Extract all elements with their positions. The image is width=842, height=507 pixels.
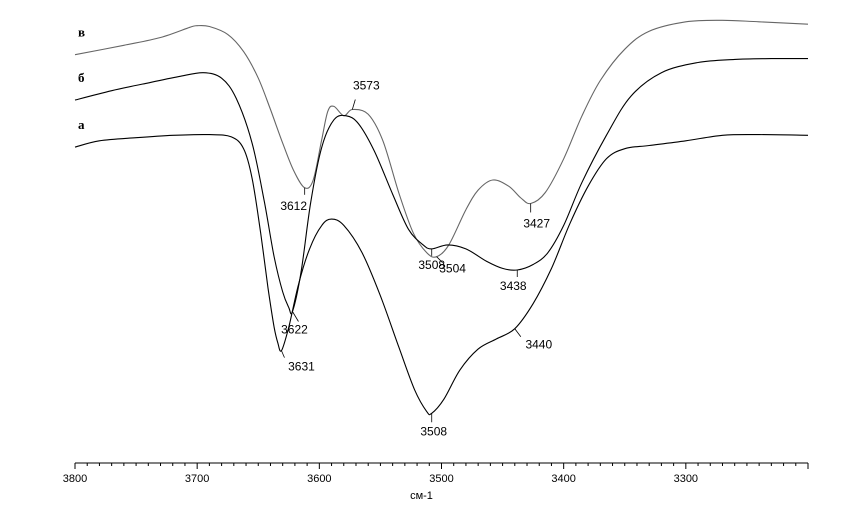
- x-axis: 3800 3700 3600 3500 3400 3300: [63, 462, 809, 485]
- x-tick-label: 3600: [307, 473, 331, 485]
- peak-label: 3612: [280, 199, 307, 213]
- series-1: б 3622 3508 3438: [74, 58, 809, 336]
- peak-label: 3573: [353, 79, 380, 93]
- x-tick-label: 3500: [429, 473, 453, 485]
- peak-label: 3427: [523, 216, 550, 230]
- peak-label: 3504: [439, 262, 466, 276]
- series-line: [74, 58, 809, 315]
- peak-label: 3622: [281, 322, 308, 336]
- peak-label: 3508: [420, 424, 447, 438]
- series-0: в 3612 3573 3504 3427: [74, 19, 809, 276]
- series-layer: в 3612 3573 3504 3427 б 3622 3508 3438 а 3631 3508 3…: [74, 19, 809, 438]
- x-axis-title: см-1: [410, 490, 433, 502]
- peak-label: 3508: [418, 258, 445, 272]
- series-name-label: а: [78, 117, 85, 132]
- peak-leader-line: [292, 311, 299, 322]
- series-2: а 3631 3508 3440: [74, 117, 809, 438]
- peak-leader-line: [514, 328, 522, 337]
- peak-label: 3631: [288, 360, 315, 374]
- peak-label: 3440: [525, 338, 552, 352]
- x-tick-label: 3300: [674, 473, 698, 485]
- peak-leader-line: [281, 350, 285, 358]
- series-line: [74, 19, 809, 258]
- x-tick-label: 3700: [185, 473, 209, 485]
- series-name-label: б: [78, 70, 85, 85]
- series-name-label: в: [78, 25, 85, 40]
- peak-leader-line: [436, 256, 443, 263]
- peak-leader-line: [351, 99, 356, 110]
- x-tick-label: 3400: [551, 473, 575, 485]
- x-tick-label: 3800: [63, 473, 87, 485]
- series-line: [74, 133, 809, 416]
- peak-label: 3438: [500, 279, 527, 293]
